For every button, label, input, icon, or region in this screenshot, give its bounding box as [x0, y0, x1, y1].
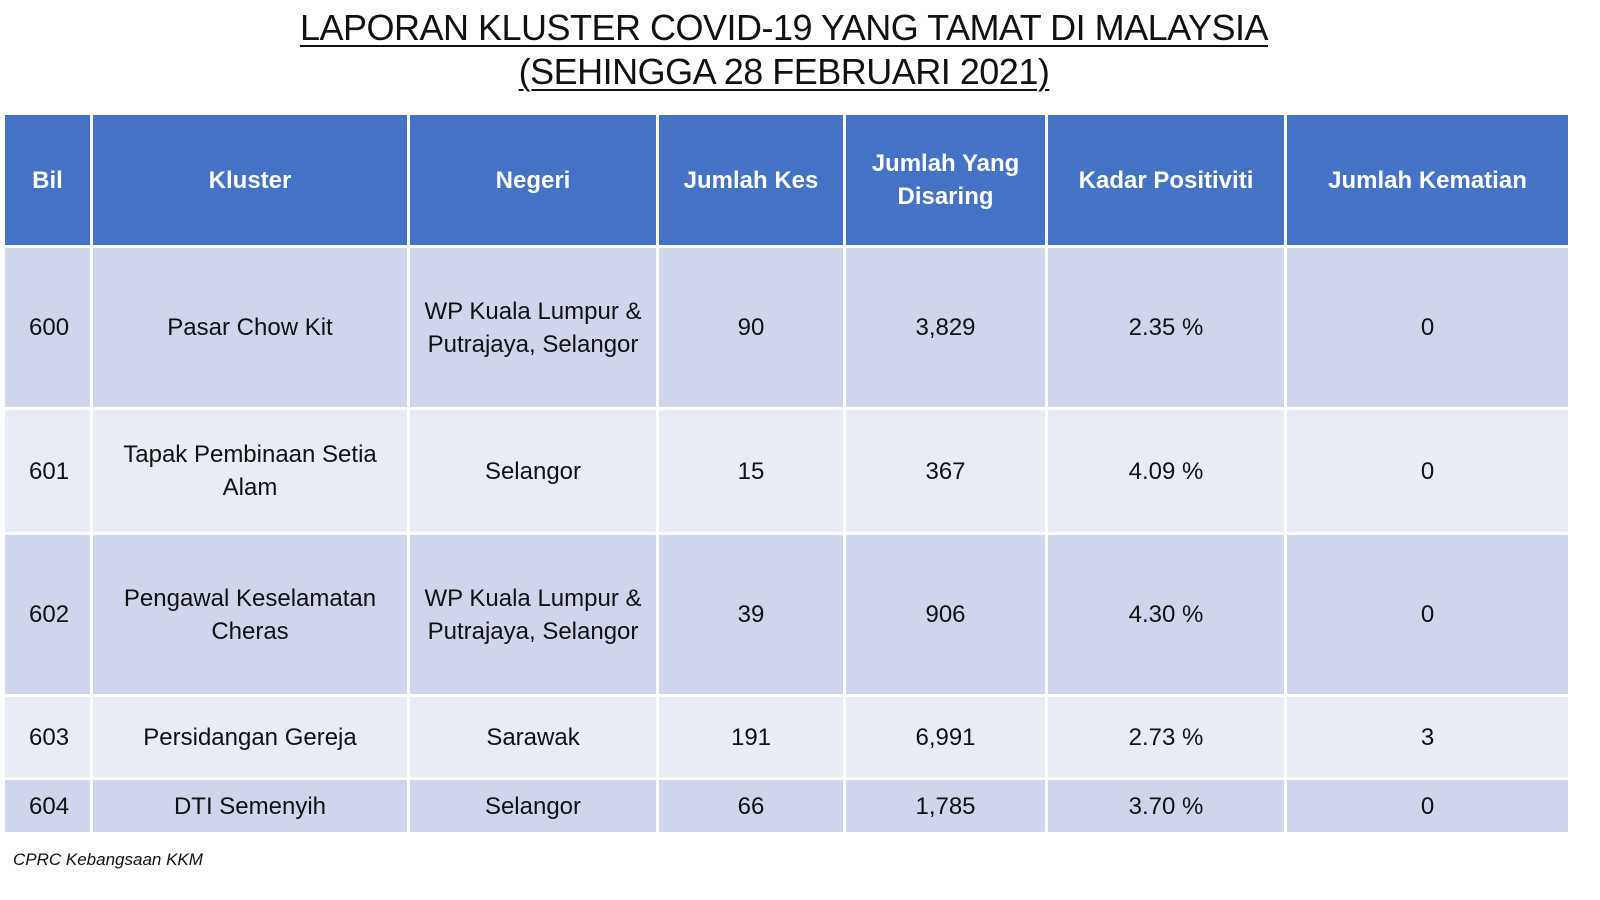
cell-negeri: Selangor: [407, 407, 659, 535]
cell-jumlah-kes: 191: [656, 694, 846, 780]
cell-kluster: DTI Semenyih: [90, 777, 410, 835]
title-line-1: LAPORAN KLUSTER COVID-19 YANG TAMAT DI M…: [299, 7, 1269, 48]
header-kluster: Kluster: [90, 112, 410, 248]
cell-jumlah-kematian: 0: [1284, 777, 1571, 835]
source-footnote: CPRC Kebangsaan KKM: [13, 850, 203, 869]
cell-negeri: Selangor: [407, 777, 659, 835]
header-jumlah-kematian: Jumlah Kematian: [1284, 112, 1571, 248]
table-row: 602 Pengawal Keselamatan Cheras WP Kuala…: [2, 532, 1571, 697]
header-kadar-positiviti: Kadar Positiviti: [1045, 112, 1287, 248]
cell-kluster: Pengawal Keselamatan Cheras: [90, 532, 410, 697]
cluster-table: Bil Kluster Negeri Jumlah Kes Jumlah Yan…: [2, 112, 1571, 835]
cell-negeri: WP Kuala Lumpur & Putrajaya, Selangor: [407, 245, 659, 410]
cell-bil: 602: [2, 532, 93, 697]
table-header-row: Bil Kluster Negeri Jumlah Kes Jumlah Yan…: [2, 112, 1571, 248]
table-row: 603 Persidangan Gereja Sarawak 191 6,991…: [2, 694, 1571, 780]
cell-jumlah-kematian: 0: [1284, 245, 1571, 410]
cell-jumlah-kes: 39: [656, 532, 846, 697]
header-jumlah-disaring: Jumlah Yang Disaring: [843, 112, 1048, 248]
cell-bil: 604: [2, 777, 93, 835]
cell-kadar-positiviti: 4.30 %: [1045, 532, 1287, 697]
cell-jumlah-kes: 15: [656, 407, 846, 535]
title-line-2: (SEHINGGA 28 FEBRUARI 2021): [518, 51, 1050, 92]
cell-bil: 600: [2, 245, 93, 410]
cell-jumlah-disaring: 6,991: [843, 694, 1048, 780]
cell-kadar-positiviti: 3.70 %: [1045, 777, 1287, 835]
header-jumlah-kes: Jumlah Kes: [656, 112, 846, 248]
cell-kadar-positiviti: 2.35 %: [1045, 245, 1287, 410]
cell-jumlah-disaring: 1,785: [843, 777, 1048, 835]
cell-jumlah-kematian: 3: [1284, 694, 1571, 780]
table-row: 604 DTI Semenyih Selangor 66 1,785 3.70 …: [2, 777, 1571, 835]
cell-negeri: Sarawak: [407, 694, 659, 780]
cell-jumlah-kematian: 0: [1284, 532, 1571, 697]
cell-negeri: WP Kuala Lumpur & Putrajaya, Selangor: [407, 532, 659, 697]
cell-kadar-positiviti: 4.09 %: [1045, 407, 1287, 535]
cell-kluster: Tapak Pembinaan Setia Alam: [90, 407, 410, 535]
table-row: 601 Tapak Pembinaan Setia Alam Selangor …: [2, 407, 1571, 535]
header-negeri: Negeri: [407, 112, 659, 248]
cell-jumlah-disaring: 367: [843, 407, 1048, 535]
cell-jumlah-kematian: 0: [1284, 407, 1571, 535]
header-bil: Bil: [2, 112, 93, 248]
cell-kadar-positiviti: 2.73 %: [1045, 694, 1287, 780]
cell-bil: 603: [2, 694, 93, 780]
cell-kluster: Persidangan Gereja: [90, 694, 410, 780]
cell-jumlah-disaring: 3,829: [843, 245, 1048, 410]
cell-jumlah-kes: 66: [656, 777, 846, 835]
cell-bil: 601: [2, 407, 93, 535]
report-title: LAPORAN KLUSTER COVID-19 YANG TAMAT DI M…: [0, 6, 1568, 94]
cell-jumlah-kes: 90: [656, 245, 846, 410]
table-row: 600 Pasar Chow Kit WP Kuala Lumpur & Put…: [2, 245, 1571, 410]
cell-jumlah-disaring: 906: [843, 532, 1048, 697]
cell-kluster: Pasar Chow Kit: [90, 245, 410, 410]
